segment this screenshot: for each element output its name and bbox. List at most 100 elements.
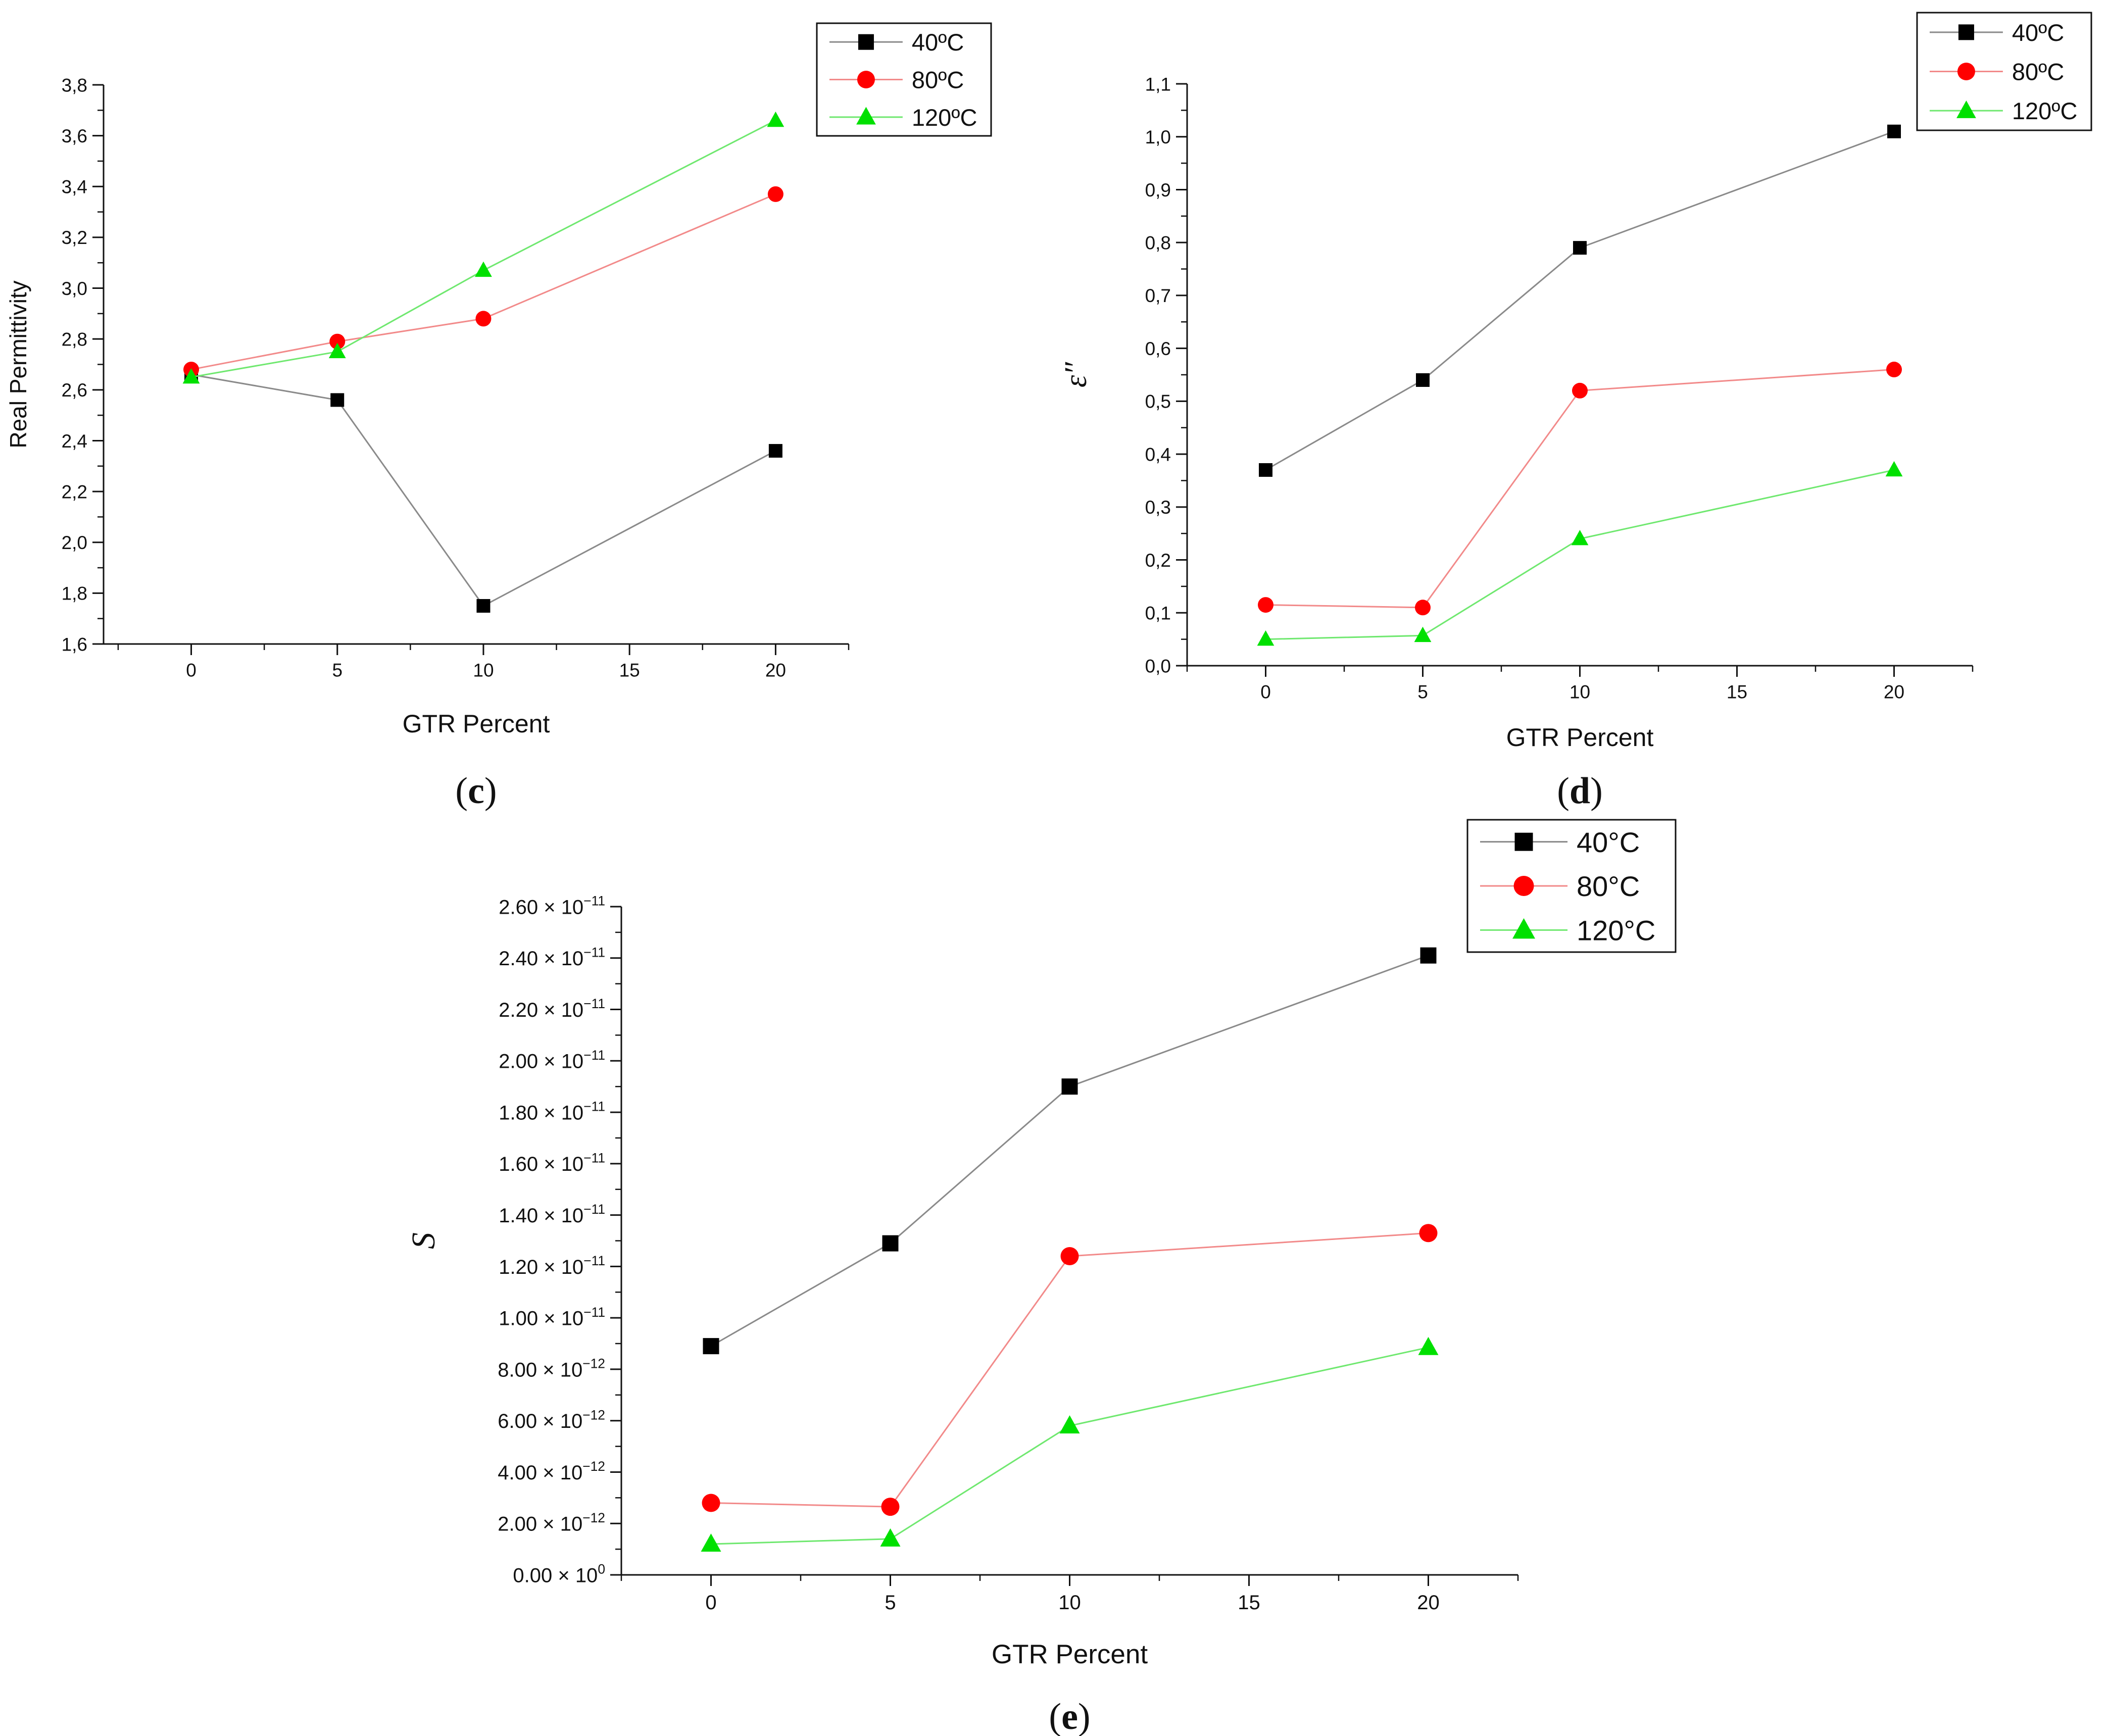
x-tick-label: 15 xyxy=(1727,682,1747,703)
data-point-80°C-x10 xyxy=(1060,1247,1079,1266)
y-tick-label: 3,2 xyxy=(62,227,87,248)
x-axis-label: GTR Percent xyxy=(992,1640,1148,1669)
series-line-120ºC xyxy=(1265,469,1894,640)
x-tick-label: 15 xyxy=(619,660,640,681)
y-tick-label: 2.00 × 10−11 xyxy=(499,1048,605,1073)
y-axis-label: Real Permittivity xyxy=(5,280,31,448)
y-tick-label: 1.20 × 10−11 xyxy=(499,1253,605,1278)
legend-label: 80ºC xyxy=(2012,58,2064,85)
y-tick-label: 3,0 xyxy=(62,278,87,299)
data-point-120ºC-x10 xyxy=(475,261,492,277)
data-point-120ºC-x5 xyxy=(1414,626,1432,642)
x-tick-label: 20 xyxy=(1417,1592,1440,1614)
data-point-80ºC-x20 xyxy=(767,186,783,202)
data-point-40°C-x0 xyxy=(703,1338,719,1355)
x-axis-label: GTR Percent xyxy=(1506,723,1654,752)
data-point-80ºC-x0 xyxy=(1258,597,1273,613)
data-point-80ºC-x20 xyxy=(1886,362,1902,378)
chart-panel-e: 0.00 × 100 2.00 × 10−12 4.00 × 10−12 6.00 ×… xyxy=(405,819,1677,1736)
y-tick-label: 0,7 xyxy=(1145,285,1171,306)
y-tick-label: 3,6 xyxy=(62,126,87,146)
y-tick-label: 3,8 xyxy=(62,75,87,95)
data-point-80ºC-x10 xyxy=(1572,382,1588,399)
y-tick-label: 8.00 × 10−12 xyxy=(498,1356,605,1381)
data-point-120°C-x0 xyxy=(701,1533,721,1552)
data-point-120ºC-x20 xyxy=(1885,461,1903,477)
data-point-120ºC-x5 xyxy=(328,342,346,359)
data-point-40ºC-x0 xyxy=(1259,463,1272,477)
legend-label: 40ºC xyxy=(912,29,964,56)
legend-label: 80ºC xyxy=(912,66,964,93)
y-tick-label: 0,0 xyxy=(1145,656,1171,676)
y-tick-label: 1.00 × 10−11 xyxy=(499,1305,605,1330)
y-axis-label: ε″ xyxy=(1059,362,1093,387)
x-tick-label: 10 xyxy=(1058,1592,1081,1614)
panel-label: (c) xyxy=(455,770,497,812)
data-point-40ºC-x5 xyxy=(1416,373,1430,387)
x-tick-label: 10 xyxy=(1570,682,1590,703)
data-point-120°C-x20 xyxy=(1418,1336,1439,1355)
panel-label: (d) xyxy=(1557,770,1602,812)
chart-panel-c: 1,6 1,8 2,0 2,2 2,4 2,6 2,8 3,0 3,2 3,4 3,6 3,8 0 5 10… xyxy=(5,22,992,812)
panel-label: (e) xyxy=(1049,1696,1090,1736)
x-tick-label: 5 xyxy=(1417,682,1428,703)
y-tick-label: 1,0 xyxy=(1145,127,1171,147)
y-tick-label: 0,1 xyxy=(1145,603,1171,624)
y-tick-label: 1.40 × 10−11 xyxy=(499,1202,605,1227)
y-tick-label: 2,8 xyxy=(62,329,87,350)
y-tick-label: 0,9 xyxy=(1145,180,1171,201)
y-tick-label: 0,5 xyxy=(1145,391,1171,412)
y-tick-label: 1,1 xyxy=(1145,74,1171,94)
legend-marker-120ºC xyxy=(856,107,876,125)
legend-label: 120°C xyxy=(1577,914,1655,946)
y-tick-label: 6.00 × 10−12 xyxy=(498,1407,605,1432)
legend-marker-80ºC xyxy=(1957,63,1975,80)
legend-marker-80°C xyxy=(1513,876,1534,896)
x-tick-label: 10 xyxy=(473,660,494,681)
legend-marker-120ºC xyxy=(1956,100,1976,118)
data-point-40°C-x10 xyxy=(1061,1078,1078,1095)
x-tick-label: 5 xyxy=(332,660,342,681)
series-line-40ºC xyxy=(1265,130,1895,471)
y-tick-label: 0.00 × 100 xyxy=(513,1562,605,1587)
legend-marker-40°C xyxy=(1514,832,1533,851)
x-tick-label: 20 xyxy=(1884,682,1904,703)
y-tick-label: 4.00 × 10−12 xyxy=(498,1459,605,1484)
series-line-80°C xyxy=(711,1232,1429,1508)
x-axis-label: GTR Percent xyxy=(403,710,550,738)
y-tick-label: 0,2 xyxy=(1145,550,1171,571)
data-point-120°C-x5 xyxy=(880,1528,901,1547)
y-tick-label: 1.80 × 10−11 xyxy=(499,1099,605,1124)
y-tick-label: 1.60 × 10−11 xyxy=(499,1150,605,1175)
y-tick-label: 1,6 xyxy=(62,634,87,655)
legend-label: 40ºC xyxy=(2012,19,2064,46)
legend-marker-120°C xyxy=(1512,918,1536,939)
legend-marker-40ºC xyxy=(858,34,874,50)
x-tick-label: 0 xyxy=(705,1592,716,1614)
data-point-80ºC-x5 xyxy=(329,333,346,350)
x-tick-label: 15 xyxy=(1238,1592,1260,1614)
legend: 40ºC 80ºC 120ºC xyxy=(1916,12,2092,131)
legend-marker-80ºC xyxy=(857,71,875,88)
legend-label: 40°C xyxy=(1577,826,1640,858)
x-tick-label: 0 xyxy=(186,660,197,681)
data-point-80°C-x20 xyxy=(1419,1224,1438,1243)
y-tick-label: 2.60 × 10−11 xyxy=(499,894,605,919)
y-tick-label: 2,4 xyxy=(62,431,87,452)
legend: 40ºC 80ºC 120ºC xyxy=(816,22,992,137)
data-point-120ºC-x10 xyxy=(1571,530,1589,545)
data-point-120°C-x10 xyxy=(1059,1415,1080,1433)
data-point-80ºC-x5 xyxy=(1415,600,1431,616)
data-point-40°C-x5 xyxy=(882,1235,899,1252)
legend-marker-40ºC xyxy=(1958,24,1974,40)
series-line-80ºC xyxy=(191,193,776,371)
data-point-40°C-x20 xyxy=(1420,947,1437,964)
chart-panel-d: 0,0 0,1 0,2 0,3 0,4 0,5 0,6 0,7 0,8 0,9 1,0 1,1 0 5 10… xyxy=(1059,12,2092,812)
y-tick-label: 2,0 xyxy=(62,532,87,553)
data-point-120ºC-x20 xyxy=(767,111,785,127)
data-point-80ºC-x10 xyxy=(475,311,492,327)
x-tick-label: 5 xyxy=(885,1592,896,1614)
y-tick-label: 2,2 xyxy=(62,481,87,502)
